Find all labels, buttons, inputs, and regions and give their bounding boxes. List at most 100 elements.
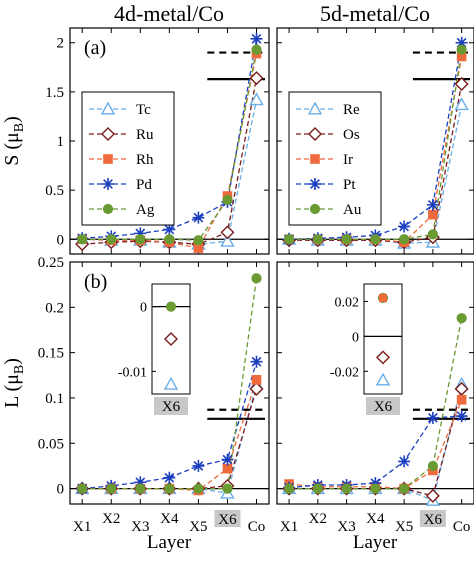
panel-4-xtick-label-x6: X6 [424,512,443,528]
panel-4-inset-ytick-label-2: -0.02 [330,365,359,380]
ylabel-sub: B [12,123,27,132]
panel-4-point-ir-co [456,394,467,405]
panel-4-inset-point-ir [379,293,387,302]
panel-1-point-pd-x5-shape [192,211,205,224]
panel-2-point-au-x6-shape [427,229,438,240]
panel-2-point-pt-x5-shape [398,220,411,233]
panel-1-legend-box [81,91,175,226]
panel-4-xtick-label-x2: X2 [309,511,327,527]
panel-4-inset-point-os-shape [376,350,390,365]
panel-2-legend-box [288,91,382,226]
panel-3-point-ru-co-shape [249,381,264,396]
panel-3-inset-point-ag-shape [165,301,177,312]
panel-3-inset-ytick-label-0: 0 [140,301,147,316]
ylabel-sub: B [12,365,27,374]
panel-1-ytick-label-1: 0.5 [45,183,64,199]
panel-1-legend-label-pd: Pd [136,177,152,193]
panel-3-point-pd-x5-shape [192,459,205,472]
panel-1-point-ag-x4 [164,234,175,245]
panel-2-legend-label-re: Re [343,102,360,118]
panel-3-inset-label-bg [154,397,188,415]
panel-3-point-ag-x6-shape [222,483,233,494]
panel-2-point-au-x4-shape [370,234,381,245]
panel-2-point-au-x6 [427,229,438,240]
panel-2-point-au-x2 [312,234,323,245]
panel-1-point-ag-x6 [222,194,233,206]
panel-3-point-rh-co-shape [251,375,262,385]
panel-4-point-au-x2 [312,483,323,494]
panel-4-point-pt-x5 [398,455,411,468]
panel-1-point-ru-co-shape [249,71,264,86]
panel-1-legend-label-ag: Ag [136,202,155,218]
panel-1-point-ag-x2 [106,234,117,245]
panel-1-ytick-label-3: 1.5 [45,85,64,101]
panel-4-xtick-label-x1: X1 [280,519,298,535]
panel-2-point-au-x4 [370,234,381,245]
panel-4-inset-label: X6 [374,399,393,415]
panel-3-point-pd-x5 [192,459,205,472]
panel-3-point-pd-co [250,355,263,368]
panel-2-point-pt-co-shape [455,36,468,49]
xlabel-left: Layer [147,532,192,553]
panel-4-point-os-x6-shape [425,488,440,503]
panel-3-point-ag-x2-shape [106,483,117,494]
panel-3-point-ag-x5-shape [193,483,204,494]
panel-4-point-au-x3-shape [341,483,352,494]
panel-1-point-ru-co [249,71,264,86]
panel-2-point-os-co-shape [454,77,469,91]
panel-4-point-pt-x4 [369,477,382,490]
panel-2-legend-marker-au [309,203,321,215]
panel-1-point-pd-x4 [163,223,176,236]
panel-3-point-pd-x3 [134,476,147,489]
panel-2-point-au-x5 [399,234,410,245]
panel-2-legend-marker-au-shape [309,203,321,215]
panel-2-point-re-co-shape [454,97,469,111]
panel-2-point-au-x3-shape [341,234,352,245]
panel-1-legend-label-ru: Ru [136,127,154,143]
panel-4-xtick-label-x4: X4 [366,511,385,527]
panel-1-legend-label-tc: Tc [136,102,151,118]
panel-3-xtick-label-x3: X3 [131,519,149,535]
panel-1-legend-marker-rh [103,154,113,164]
panel-1-point-tc-co-shape [249,92,264,106]
panel-1-point-ag-x6-shape [222,194,233,206]
ylabel-orbital: L (μB) [1,358,27,408]
panel-3-inset-point-tc [163,376,179,390]
panel-4-point-pt-co [455,410,468,423]
panel-1-point-tc-x6-shape [220,233,235,247]
panel-1-ytick-label-0: 0 [57,232,65,248]
panel-2-point-ir-co-shape [456,51,467,62]
panel-1-legend-marker-ag-shape [102,203,114,215]
panel-1-legend-marker-ru [101,127,115,141]
panel-4-point-ir-co-shape [456,394,467,405]
panel-3-ytick-label-5: 0.25 [38,255,64,271]
panel-4-point-au-x4-shape [370,483,381,494]
panel-4-point-pt-co-shape [455,410,468,423]
panel-4-point-au-x6 [427,460,438,472]
panel-3-xtick-label-x5: X5 [189,519,207,535]
panel-4-point-pt-x6-shape [426,411,439,424]
panel-1-legend-marker-tc-shape [100,101,116,115]
panel-4-point-au-x4 [370,483,381,494]
panel-3-ytick-label-3: 0.15 [38,346,64,362]
panel-2-legend-marker-pt [309,178,321,190]
panel-2-legend-label-os: Os [343,127,360,143]
panel-3-point-rh-x6 [222,463,233,474]
panel-2-point-ir-x6 [428,209,438,220]
panel-3-point-ru-co [249,381,264,396]
panel-2-point-pt-x6-shape [426,198,439,211]
panel-3-point-pd-x4-shape [163,471,176,484]
panel-4-xtick-label-x5: X5 [395,519,413,535]
panel-1-legend-marker-ag [102,203,114,215]
panel-1-point-ag-x3 [135,234,146,245]
panel-2-legend-marker-re [307,101,323,115]
panel-3-point-rh-x6-shape [222,463,233,474]
panel-2-point-au-x3 [341,234,352,245]
panel-1-point-pd-x3 [134,227,147,240]
panel-4-xtick-label-co: Co [453,519,471,535]
panel-2-point-au-co-shape [456,44,467,55]
panel-1-legend-marker-tc [100,101,116,115]
panel-4-point-os-co-shape [454,381,469,396]
panel-4-point-pt-x4-shape [369,477,382,490]
panel-4-highlight-x6 [419,510,446,527]
